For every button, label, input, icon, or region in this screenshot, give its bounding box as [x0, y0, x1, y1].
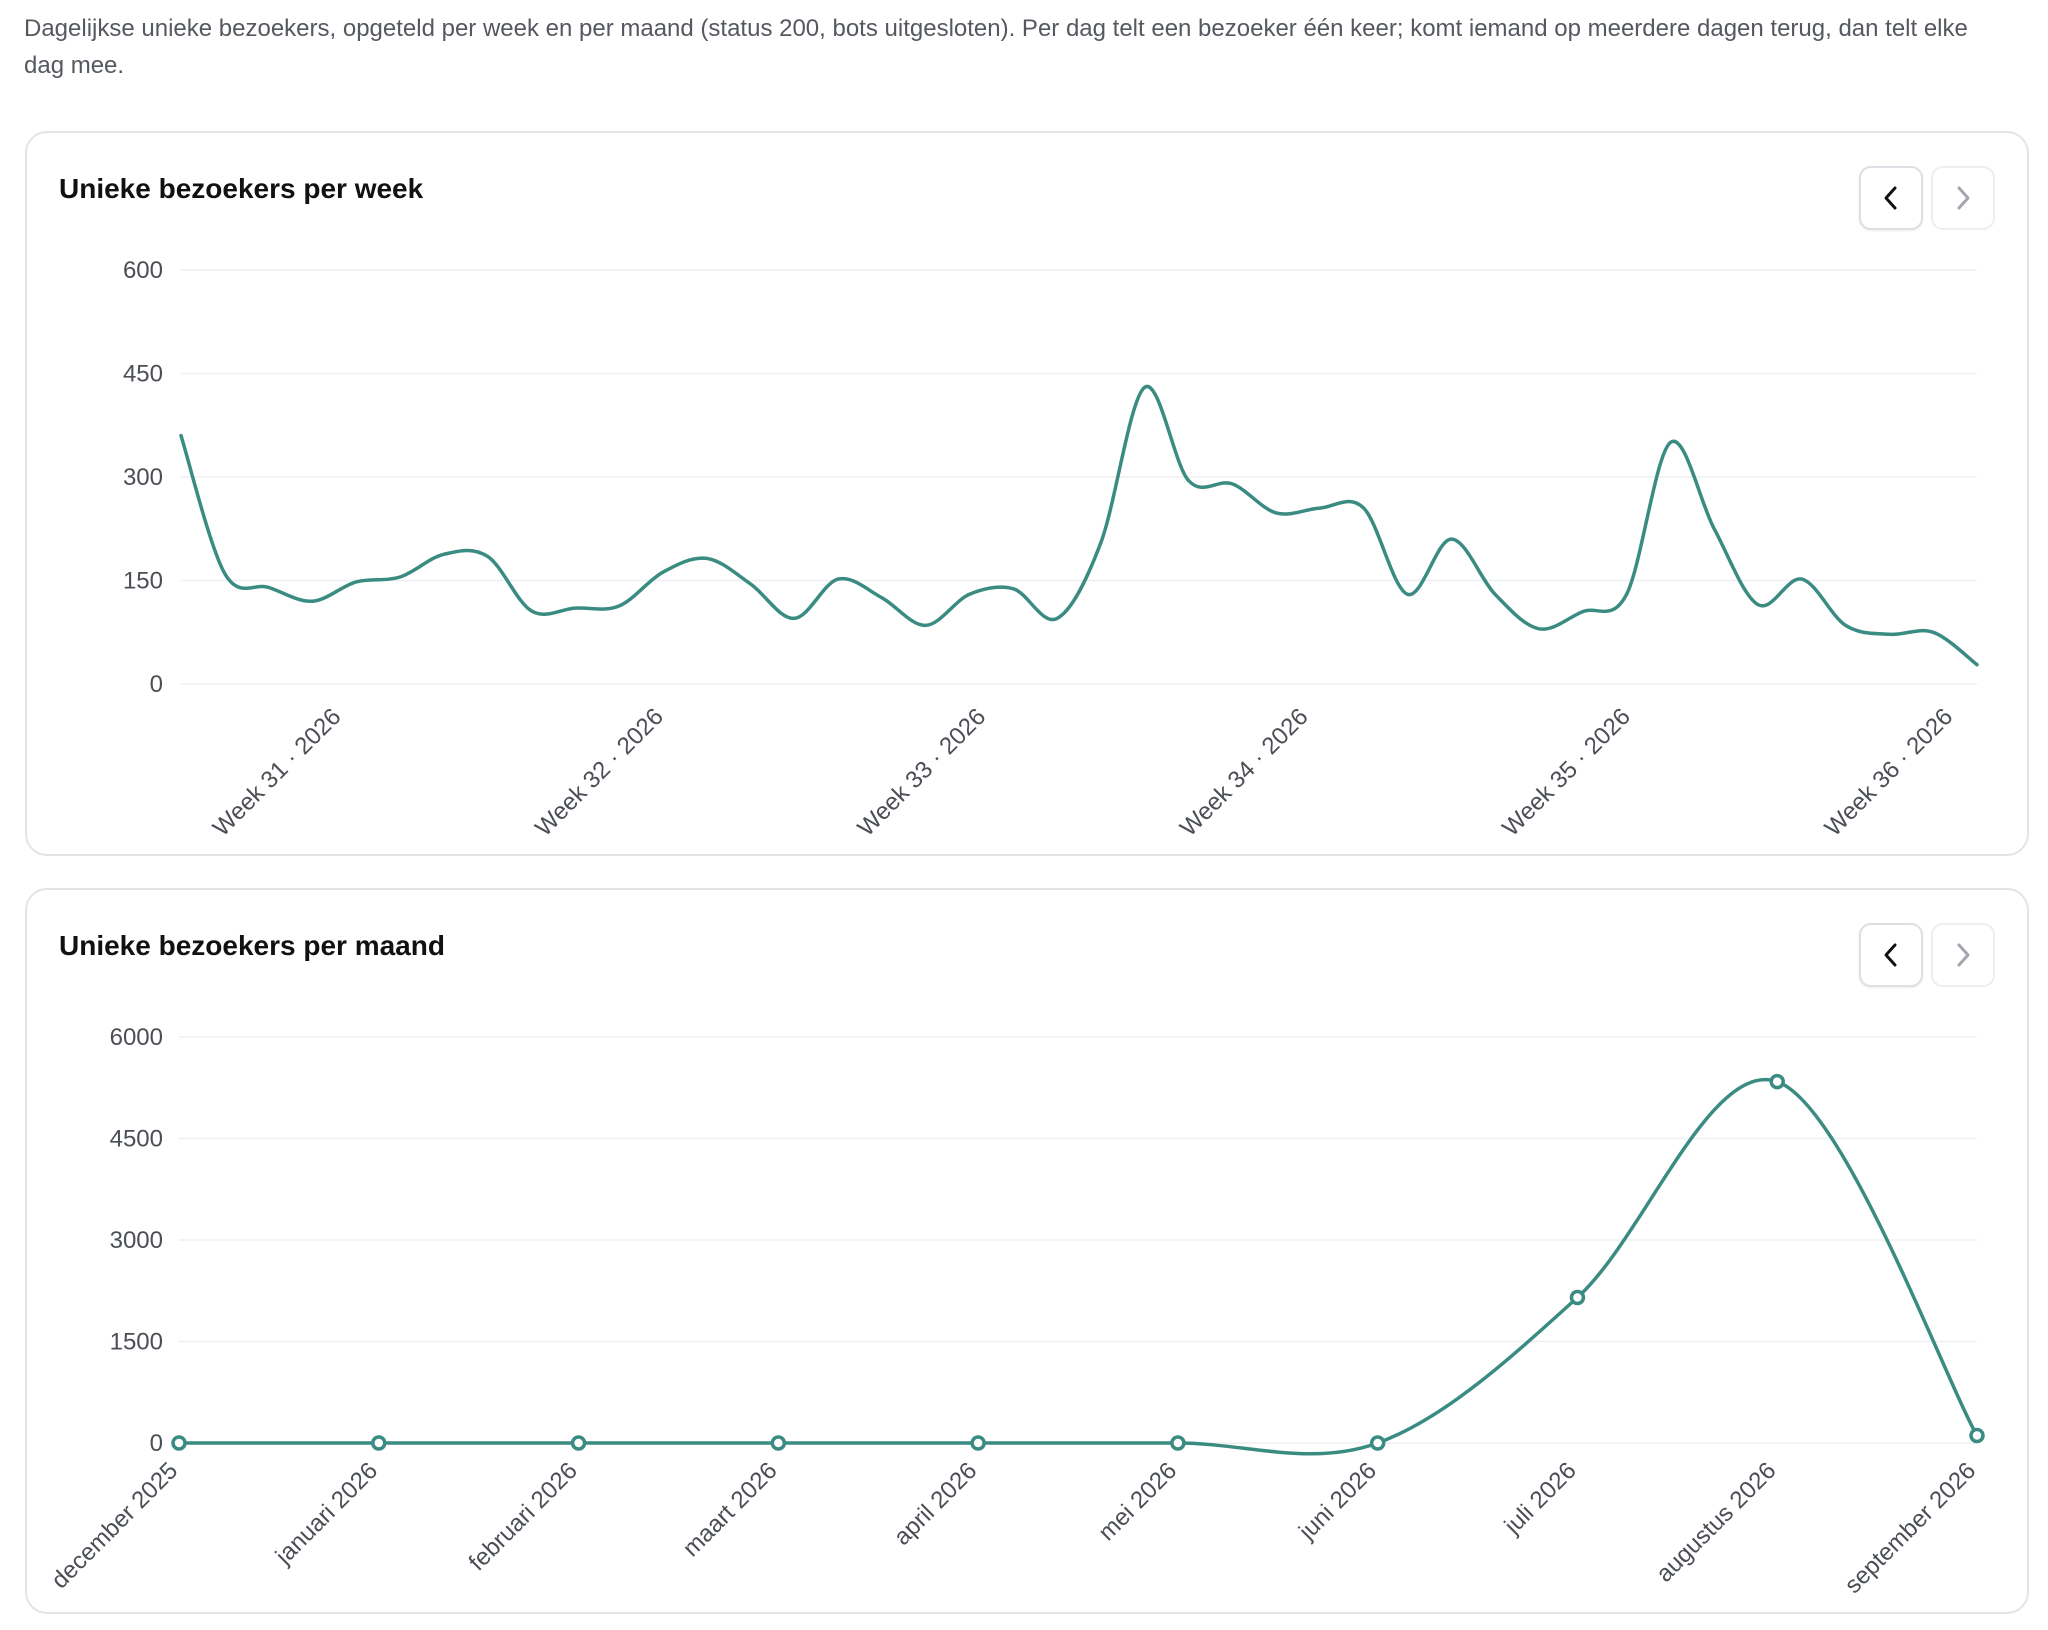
- y-tick-label: 0: [150, 671, 163, 698]
- data-point[interactable]: [570, 1435, 587, 1451]
- x-tick-label: Week 32 · 2026: [530, 703, 669, 842]
- data-point[interactable]: [171, 1435, 187, 1451]
- x-tick-label: januari 2026: [270, 1457, 383, 1570]
- monthly-next-button[interactable]: [1931, 923, 1995, 987]
- x-tick-label: Week 34 · 2026: [1175, 703, 1314, 842]
- y-tick-label: 150: [123, 568, 163, 595]
- x-tick-label: april 2026: [889, 1457, 983, 1551]
- x-tick-label: februari 2026: [464, 1457, 583, 1576]
- x-tick-label: augustus 2026: [1651, 1457, 1781, 1587]
- x-tick-label: juli 2026: [1499, 1457, 1582, 1540]
- monthly-prev-button[interactable]: [1859, 923, 1923, 987]
- x-tick-label: juni 2026: [1293, 1457, 1382, 1546]
- y-tick-label: 450: [123, 361, 163, 388]
- x-tick-label: Week 31 · 2026: [208, 703, 347, 842]
- y-tick-label: 3000: [110, 1227, 163, 1254]
- y-tick-label: 6000: [110, 1024, 163, 1051]
- y-tick-label: 1500: [110, 1329, 163, 1356]
- data-point[interactable]: [1969, 1427, 1985, 1444]
- x-tick-label: Week 35 · 2026: [1497, 703, 1636, 842]
- series-line: [179, 384, 1979, 667]
- data-point[interactable]: [1769, 1073, 1785, 1090]
- monthly-visitors-card: Unieke bezoekers per maand 0 1500 3000 4500…: [25, 888, 2029, 1614]
- weekly-visitors-card: Unieke bezoekers per week 0 150 300 450 600 W…: [25, 131, 2029, 856]
- data-point[interactable]: [1369, 1435, 1386, 1451]
- monthly-chart-title: Unieke bezoekers per maand: [59, 930, 445, 961]
- data-point[interactable]: [770, 1435, 787, 1451]
- weekly-chart-title: Unieke bezoekers per week: [59, 173, 424, 204]
- x-tick-label: maart 2026: [678, 1457, 783, 1562]
- chevron-right-icon: [1957, 186, 1970, 210]
- series-line: [177, 1077, 1979, 1456]
- x-tick-label: september 2026: [1840, 1457, 1982, 1599]
- weekly-next-button[interactable]: [1931, 166, 1995, 230]
- weekly-prev-button[interactable]: [1859, 166, 1923, 230]
- weekly-line-chart: 0 150 300 450 600 Week 31 · 2026 Week 32 · 202…: [123, 257, 1979, 842]
- chevron-left-icon: [1884, 186, 1897, 210]
- intro-description: Dagelijkse unieke bezoekers, opgeteld pe…: [24, 15, 1968, 79]
- monthly-line-chart: 0 1500 3000 4500 6000 december 2025 januari 20…: [46, 1024, 1985, 1599]
- x-tick-label: Week 33 · 2026: [853, 703, 992, 842]
- y-tick-label: 0: [150, 1430, 163, 1457]
- x-tick-label: mei 2026: [1093, 1457, 1182, 1546]
- data-point[interactable]: [970, 1435, 986, 1451]
- data-point[interactable]: [1170, 1435, 1186, 1451]
- y-tick-label: 4500: [110, 1126, 163, 1153]
- x-tick-label: december 2025: [46, 1457, 183, 1594]
- chevron-right-icon: [1957, 943, 1970, 967]
- y-tick-label: 300: [123, 464, 163, 491]
- chevron-left-icon: [1884, 943, 1897, 967]
- data-point[interactable]: [1569, 1289, 1586, 1306]
- x-tick-label: Week 36 · 2026: [1820, 703, 1959, 842]
- data-point[interactable]: [371, 1435, 387, 1451]
- y-tick-label: 600: [123, 257, 163, 284]
